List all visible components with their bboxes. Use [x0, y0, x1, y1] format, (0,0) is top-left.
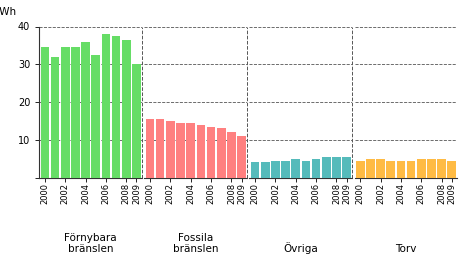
Bar — [122, 40, 131, 178]
Bar — [71, 47, 80, 178]
Bar — [176, 123, 185, 178]
Bar — [81, 42, 90, 178]
Bar — [271, 161, 280, 178]
Bar — [237, 136, 246, 178]
Bar — [386, 161, 395, 178]
Bar — [342, 157, 351, 178]
Bar — [196, 125, 205, 178]
Bar — [292, 159, 300, 178]
Bar — [102, 34, 110, 178]
Bar — [91, 55, 100, 178]
Text: Torv: Torv — [395, 244, 417, 254]
Bar — [376, 159, 385, 178]
Bar — [302, 161, 310, 178]
Bar — [448, 161, 456, 178]
Bar — [322, 157, 331, 178]
Bar — [396, 161, 405, 178]
Text: Fossila
bränslen: Fossila bränslen — [173, 233, 219, 254]
Bar — [312, 159, 321, 178]
Bar — [51, 57, 60, 178]
Text: TWh: TWh — [0, 7, 16, 17]
Bar — [41, 47, 49, 178]
Bar — [227, 132, 236, 178]
Bar — [112, 36, 121, 178]
Bar — [261, 162, 270, 178]
Bar — [186, 123, 195, 178]
Bar — [332, 157, 341, 178]
Bar — [437, 159, 446, 178]
Bar — [132, 64, 141, 178]
Bar — [427, 159, 436, 178]
Bar — [61, 47, 70, 178]
Text: Förnybara
bränslen: Förnybara bränslen — [64, 233, 117, 254]
Bar — [407, 161, 415, 178]
Bar — [166, 121, 175, 178]
Bar — [217, 129, 225, 178]
Text: Övriga: Övriga — [284, 242, 318, 254]
Bar — [356, 161, 365, 178]
Bar — [146, 119, 154, 178]
Bar — [156, 119, 164, 178]
Bar — [251, 162, 259, 178]
Bar — [366, 159, 375, 178]
Bar — [417, 159, 426, 178]
Bar — [281, 161, 290, 178]
Bar — [207, 127, 215, 178]
